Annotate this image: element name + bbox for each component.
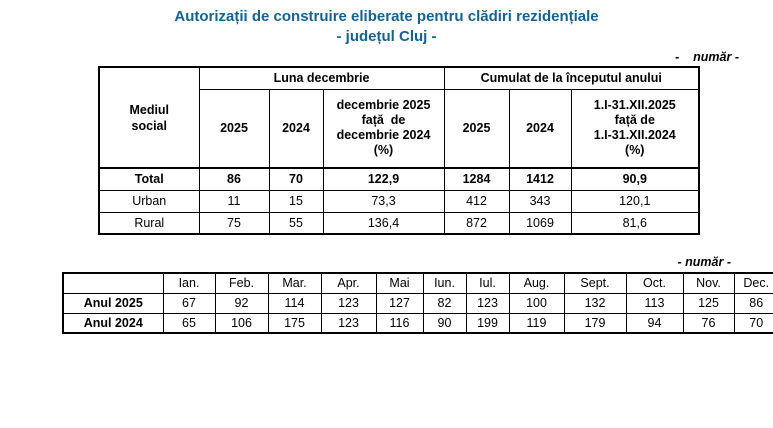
col-header-month: Nov.: [682, 272, 735, 294]
col-header-month: Iun.: [422, 272, 467, 294]
col-header-cum-2024: 2024: [508, 88, 572, 169]
cell-value: 122,9: [322, 167, 445, 191]
cell-value: 82: [422, 292, 467, 314]
col-header-month-percent: decembrie 2025 față de decembrie 2024 (%…: [322, 88, 445, 169]
cell-value: 106: [214, 312, 269, 334]
row-label: Urban: [98, 189, 200, 213]
cell-value: 343: [508, 189, 572, 213]
cell-value: 73,3: [322, 189, 445, 213]
cell-value: 11: [198, 189, 270, 213]
table-row: 2025 2024 decembrie 2025 față de decembr…: [99, 88, 700, 169]
monthly-series-table: Ian. Feb. Mar. Apr. Mai Iun. Iul. Aug. S…: [62, 272, 773, 334]
col-header-cum-2025: 2025: [443, 88, 510, 169]
cell-value: 127: [375, 292, 424, 314]
page-subtitle: - județul Cluj -: [336, 28, 437, 45]
col-header-month: Mai: [375, 272, 424, 294]
cell-value: 86: [198, 167, 270, 191]
cell-value: 132: [563, 292, 627, 314]
cell-value: 75: [198, 211, 270, 235]
cell-value: 123: [320, 292, 377, 314]
group-header-cumulat: Cumulat de la începutul anului: [443, 66, 700, 90]
monthly-cumulative-table: Mediul social Luna decembrie Cumulat de …: [98, 66, 701, 235]
cell-value: 90,9: [570, 167, 700, 191]
unit-note-top: - număr -: [675, 50, 739, 64]
col-header-month: Mar.: [267, 272, 322, 294]
table-row: Mediul social Luna decembrie Cumulat de …: [98, 66, 700, 169]
cell-value: 123: [465, 292, 510, 314]
cell-value: 125: [682, 292, 735, 314]
col-header-month: Apr.: [320, 272, 377, 294]
cell-value: 76: [682, 312, 735, 334]
col-header-month: Aug.: [508, 272, 565, 294]
cell-value: 412: [443, 189, 510, 213]
col-header-month: Oct.: [625, 272, 684, 294]
row-label: Total: [98, 167, 200, 191]
cell-value: 179: [563, 312, 627, 334]
cell-value: 114: [267, 292, 322, 314]
corner-cell: [62, 272, 164, 294]
col-header-month: Iul.: [465, 272, 510, 294]
cell-value: 55: [268, 211, 324, 235]
unit-note-bottom: - număr -: [677, 255, 731, 269]
cell-value: 70: [733, 312, 773, 334]
cell-value: 70: [268, 167, 324, 191]
cell-value: 81,6: [570, 211, 700, 235]
cell-value: 175: [267, 312, 322, 334]
cell-value: 90: [422, 312, 467, 334]
table-row-urban: Urban 11 15 73,3 412 343 120,1: [98, 189, 700, 213]
table-row-rural: Rural 75 55 136,4 872 1069 81,6: [98, 211, 700, 235]
cell-value: 199: [465, 312, 510, 334]
col-header-month-2024: 2024: [268, 88, 324, 169]
page-header: Autorizații de construire eliberate pent…: [0, 0, 773, 47]
col-header-month: Dec.: [733, 272, 773, 294]
cell-value: 1412: [508, 167, 572, 191]
col-header-month: Sept.: [563, 272, 627, 294]
row-label: Anul 2024: [62, 312, 164, 334]
cell-value: 119: [508, 312, 565, 334]
cell-value: 872: [443, 211, 510, 235]
cell-value: 120,1: [570, 189, 700, 213]
cell-value: 92: [214, 292, 269, 314]
col-header-month: Ian.: [162, 272, 216, 294]
cell-value: 100: [508, 292, 565, 314]
page-title: Autorizații de construire eliberate pent…: [174, 8, 599, 25]
table-row-2025: Anul 2025 67 92 114 123 127 82 123 100 1…: [62, 292, 773, 314]
cell-value: 113: [625, 292, 684, 314]
cell-value: 123: [320, 312, 377, 334]
row-label: Rural: [98, 211, 200, 235]
cell-value: 116: [375, 312, 424, 334]
col-header-month-2025: 2025: [198, 88, 270, 169]
cell-value: 136,4: [322, 211, 445, 235]
table-row-2024: Anul 2024 65 106 175 123 116 90 199 119 …: [62, 312, 773, 334]
cell-value: 1284: [443, 167, 510, 191]
cell-value: 65: [162, 312, 216, 334]
row-header-mediul-social: Mediul social: [98, 66, 200, 169]
row-label: Anul 2025: [62, 292, 164, 314]
cell-value: 86: [733, 292, 773, 314]
table-row-months: Ian. Feb. Mar. Apr. Mai Iun. Iul. Aug. S…: [62, 272, 773, 294]
cell-value: 67: [162, 292, 216, 314]
group-header-luna-decembrie: Luna decembrie: [198, 66, 445, 90]
table-row-total: Total 86 70 122,9 1284 1412 90,9: [98, 167, 700, 191]
cell-value: 94: [625, 312, 684, 334]
col-header-cum-percent: 1.I-31.XII.2025 față de 1.I-31.XII.2024 …: [570, 88, 700, 169]
col-header-month: Feb.: [214, 272, 269, 294]
cell-value: 15: [268, 189, 324, 213]
cell-value: 1069: [508, 211, 572, 235]
